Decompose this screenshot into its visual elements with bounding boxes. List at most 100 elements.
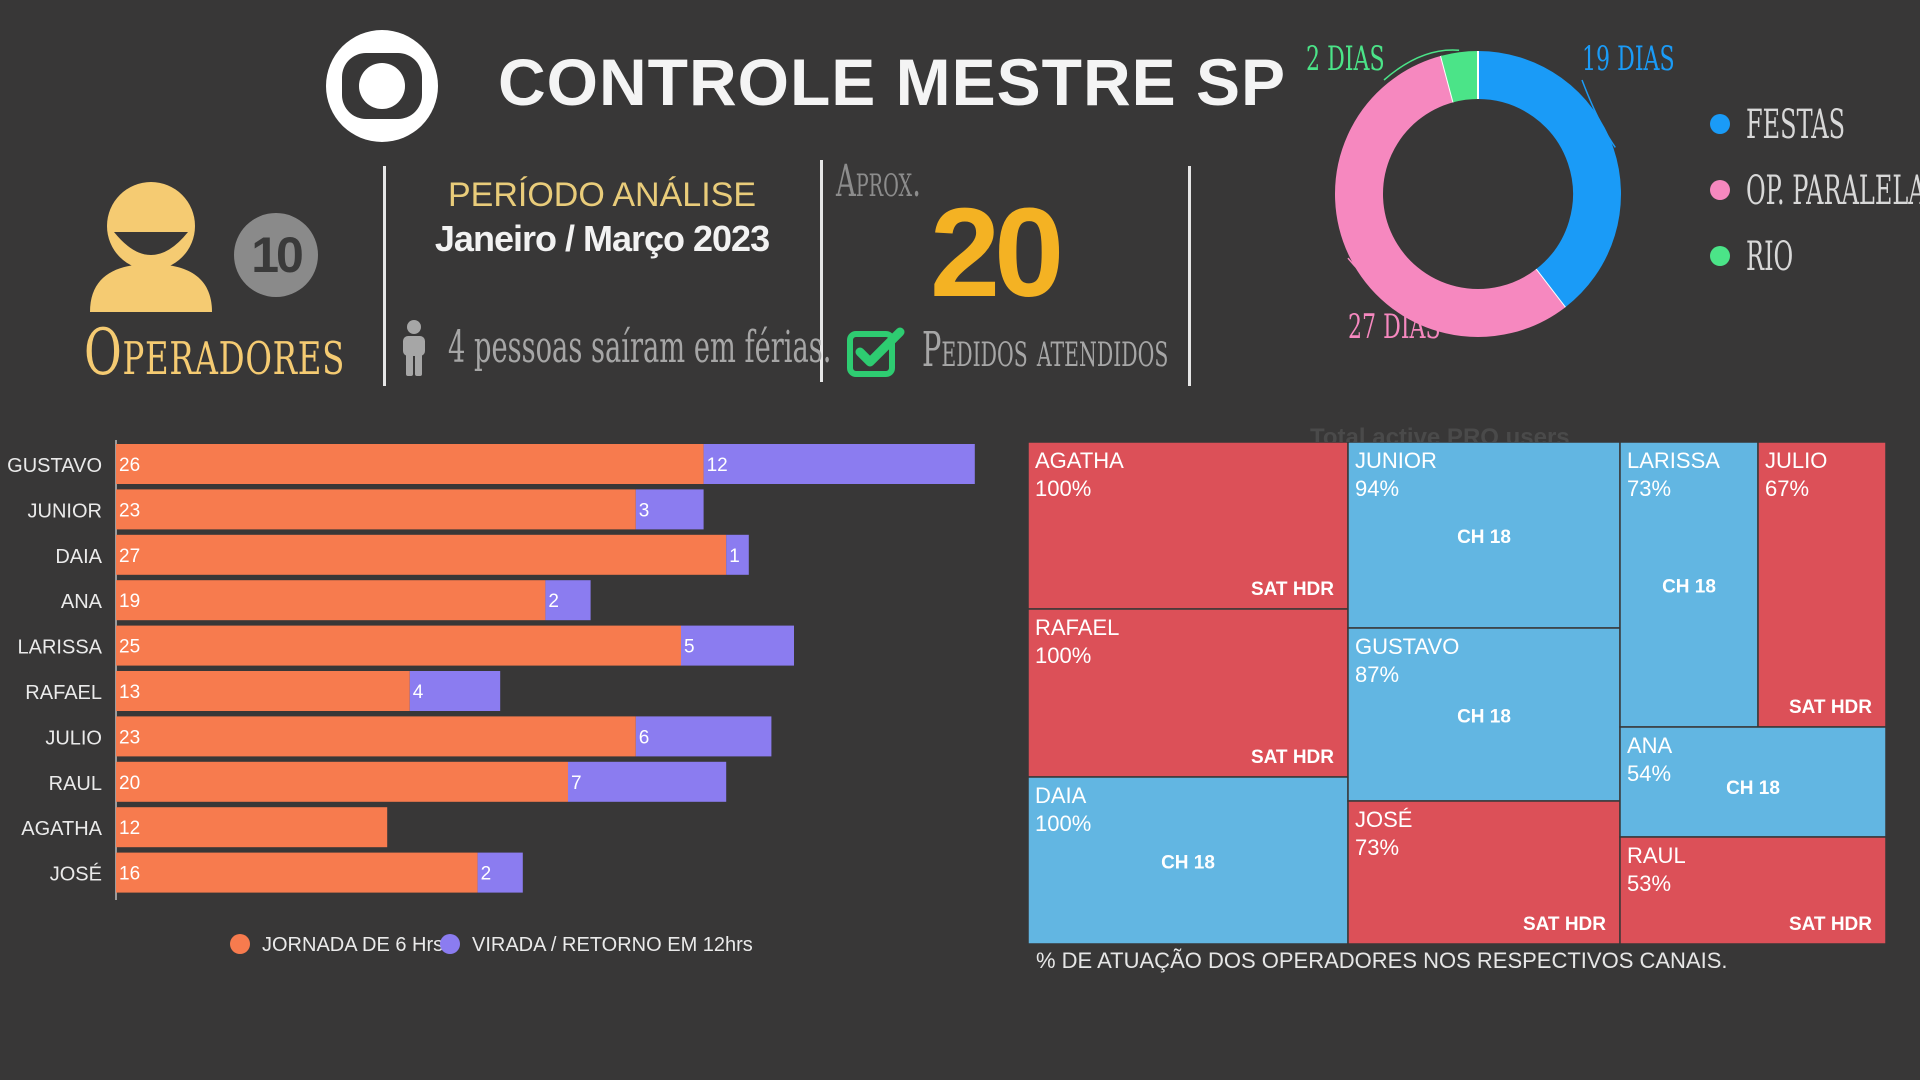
treemap-cell-rect	[1028, 442, 1349, 610]
orders-count: 20	[930, 182, 1064, 323]
legend-label: FESTAS	[1746, 102, 1846, 148]
bar-value-label: 12	[119, 818, 140, 839]
bar-legend-dot	[440, 934, 460, 954]
donut-chart: 19 DIAS 27 DIAS 2 DIAS	[1306, 38, 1675, 346]
treemap-cell: LARISSA 73% CH 18	[1619, 442, 1759, 728]
bar-jornada	[116, 444, 704, 484]
treemap-cell: RAFAEL 100% SAT HDR	[1028, 608, 1349, 778]
category-label: DAIA	[55, 546, 102, 568]
treemap-cell-rect	[1757, 442, 1886, 728]
page-title: CONTROLE MESTRE SP	[498, 45, 1287, 119]
bar-value-label: 26	[119, 455, 140, 476]
category-label: JOSÉ	[50, 863, 102, 886]
bar-value-label: 20	[119, 773, 140, 794]
treemap-cell: JUNIOR 94% CH 18	[1347, 442, 1621, 629]
donut-data-label: 2 DIAS	[1306, 38, 1385, 78]
bar-jornada	[116, 671, 410, 711]
treemap-cell-rect	[1347, 627, 1621, 802]
treemap-cell: GUSTAVO 87% CH 18	[1347, 627, 1621, 802]
bar-value-label: 1	[729, 546, 740, 567]
bar-value-label: 2	[481, 864, 492, 885]
bar-jornada	[116, 489, 636, 530]
treemap-cell-percent: 54%	[1627, 761, 1671, 786]
treemap-cell-percent: 100%	[1035, 476, 1091, 501]
treemap-cell-percent: 73%	[1355, 835, 1399, 860]
bar-virada	[635, 489, 704, 530]
bar-value-label: 23	[119, 727, 140, 748]
treemap-cell-percent: 73%	[1627, 476, 1671, 501]
treemap-cell-rect	[1619, 726, 1886, 838]
treemap-cell-rect	[1347, 800, 1621, 944]
treemap-cell-name: DAIA	[1035, 783, 1087, 808]
treemap-cell-name: RAFAEL	[1035, 615, 1119, 640]
category-label: LARISSA	[18, 637, 103, 659]
person-standing-icon	[403, 320, 425, 376]
operators-count-badge: 10	[234, 213, 318, 297]
bar-value-label: 4	[413, 682, 424, 703]
globo-logo	[326, 30, 438, 142]
treemap-cell-rect	[1619, 442, 1759, 728]
treemap-cell: AGATHA 100% SAT HDR	[1028, 442, 1349, 610]
bar-virada	[477, 852, 523, 893]
category-label: RAUL	[49, 773, 102, 795]
bar-value-label: 27	[119, 546, 140, 567]
bar-value-label: 7	[571, 773, 582, 794]
bar-virada	[568, 761, 727, 802]
treemap-cell-channel: SAT HDR	[1523, 914, 1606, 935]
bar-jornada	[116, 761, 568, 802]
bar-jornada	[116, 852, 478, 893]
treemap-cell: JOSÉ 73% SAT HDR	[1347, 800, 1621, 944]
treemap-cell-name: JULIO	[1765, 448, 1827, 473]
divider	[1188, 166, 1191, 386]
treemap-cell-name: AGATHA	[1035, 448, 1124, 473]
bar-value-label: 5	[684, 637, 695, 658]
treemap-cell-percent: 100%	[1035, 643, 1091, 668]
treemap-cell-name: JOSÉ	[1355, 807, 1412, 832]
bar-virada	[409, 671, 501, 711]
bar-value-label: 23	[119, 500, 140, 521]
donut-slice-separator	[1535, 268, 1566, 309]
operator-person-icon	[90, 182, 212, 312]
donut-leader-line	[1347, 257, 1415, 317]
divider	[383, 166, 386, 386]
bar-virada	[703, 444, 975, 484]
treemap-chart: AGATHA 100% SAT HDR RAFAEL 100% SAT HDR DAIA 10…	[1028, 442, 1886, 944]
bar-value-label: 25	[119, 637, 140, 658]
vacation-note: 4 pessoas saíram em férias.	[448, 322, 832, 373]
treemap-cell-percent: 53%	[1627, 871, 1671, 896]
operators-label: Operadores	[84, 316, 346, 390]
bar-value-label: 12	[707, 455, 728, 476]
period-label: PERÍODO ANÁLISE	[448, 176, 756, 214]
bar-jornada	[116, 534, 727, 575]
donut-slice-festas	[1477, 51, 1621, 308]
category-label: RAFAEL	[25, 682, 102, 704]
category-label: ANA	[61, 591, 103, 613]
treemap-cell-channel: CH 18	[1457, 707, 1511, 728]
treemap-cell-channel: CH 18	[1161, 853, 1215, 874]
bar-jornada	[116, 716, 636, 757]
divider	[820, 160, 823, 382]
treemap-cell-rect	[1028, 776, 1349, 944]
bar-legend-label: JORNADA DE 6 Hrs	[262, 934, 443, 956]
treemap-cell-channel: SAT HDR	[1251, 579, 1334, 600]
bar-legend-dot	[230, 934, 250, 954]
treemap-cell: RAUL 53% SAT HDR	[1619, 836, 1886, 944]
legend-label: RIO	[1746, 234, 1794, 280]
donut-leader-line	[1383, 49, 1460, 81]
donut-leader-line	[1581, 79, 1616, 148]
legend-dot	[1710, 246, 1730, 266]
treemap-cell-channel: CH 18	[1662, 577, 1716, 598]
treemap-cell-percent: 100%	[1035, 811, 1091, 836]
bar-virada	[635, 716, 772, 757]
bar-value-label: 2	[548, 591, 559, 612]
treemap-cell: DAIA 100% CH 18	[1028, 776, 1349, 944]
treemap-cell-name: RAUL	[1627, 843, 1686, 868]
donut-slice-rio	[1440, 51, 1479, 103]
treemap-cell-rect	[1347, 442, 1621, 629]
period-value: Janeiro / Março 2023	[434, 218, 770, 259]
legend-dot	[1710, 180, 1730, 200]
legend-label: OP. PARALELA	[1746, 168, 1920, 214]
treemap-cell-percent: 87%	[1355, 662, 1399, 687]
treemap-cell-name: LARISSA	[1627, 448, 1720, 473]
